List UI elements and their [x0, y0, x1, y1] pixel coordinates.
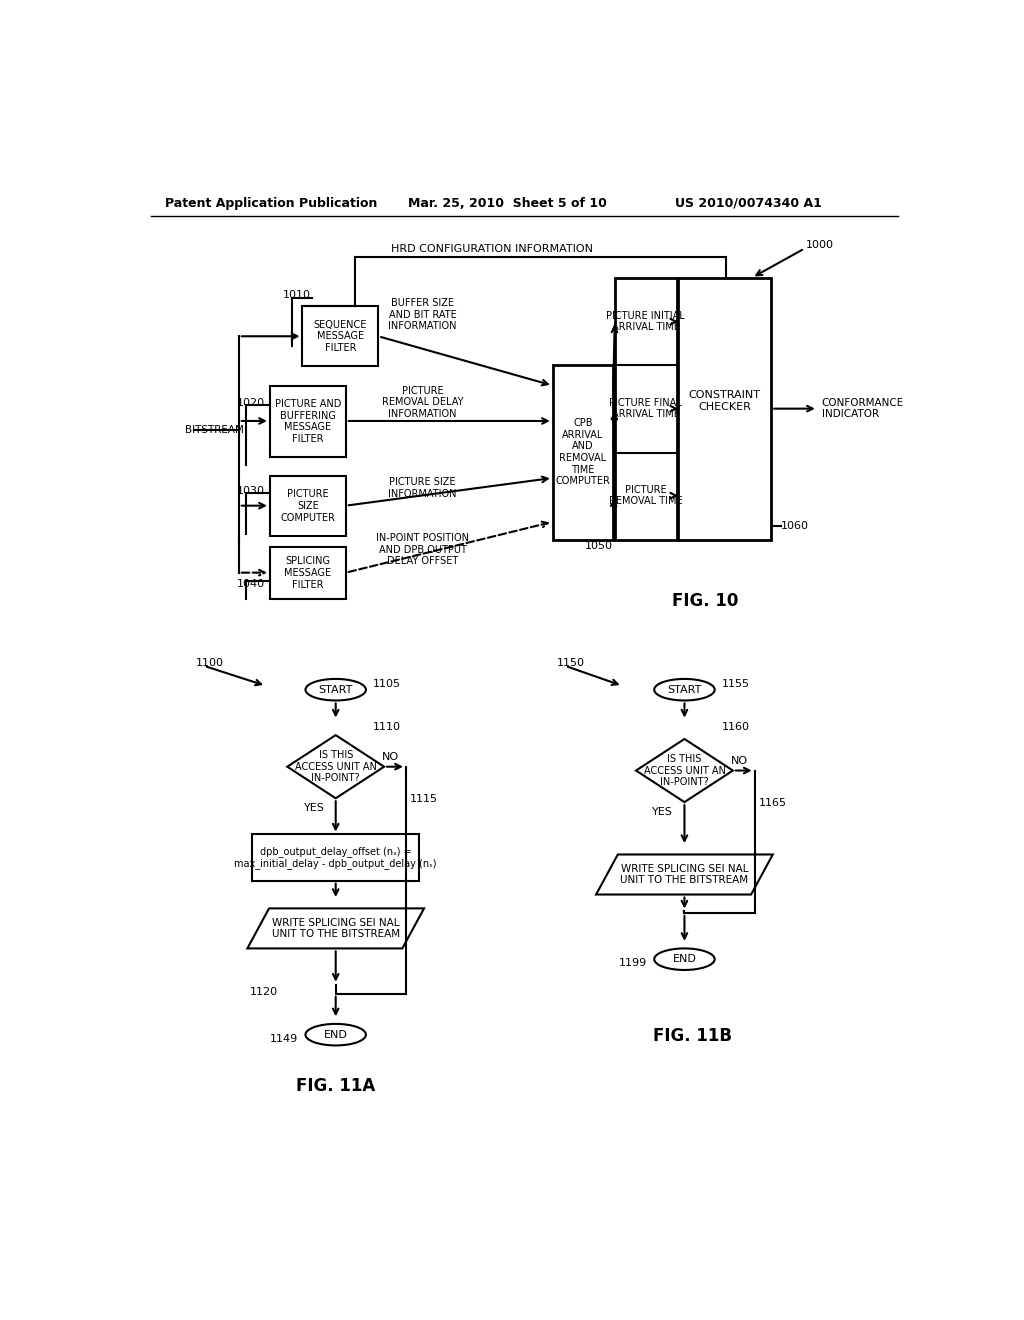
- Text: HRD CONFIGURATION INFORMATION: HRD CONFIGURATION INFORMATION: [391, 244, 593, 255]
- Text: CONFORMANCE
INDICATOR: CONFORMANCE INDICATOR: [821, 397, 904, 420]
- Bar: [553, 364, 613, 540]
- Text: IS THIS
ACCESS UNIT AN
IN-POINT?: IS THIS ACCESS UNIT AN IN-POINT?: [643, 754, 725, 787]
- Text: END: END: [673, 954, 696, 964]
- Bar: [678, 277, 771, 540]
- Text: 1160: 1160: [722, 722, 750, 731]
- Text: BUFFER SIZE
AND BIT RATE
INFORMATION: BUFFER SIZE AND BIT RATE INFORMATION: [388, 298, 457, 331]
- Bar: [614, 277, 677, 540]
- Text: 1100: 1100: [197, 657, 224, 668]
- Text: FIG. 11A: FIG. 11A: [296, 1077, 376, 1096]
- Text: 1150: 1150: [557, 657, 585, 668]
- Text: 1040: 1040: [237, 579, 264, 589]
- Text: 1155: 1155: [722, 678, 750, 689]
- Text: 1020: 1020: [237, 399, 264, 408]
- Text: 1120: 1120: [250, 986, 278, 997]
- Text: PICTURE
REMOVAL DELAY
INFORMATION: PICTURE REMOVAL DELAY INFORMATION: [382, 385, 463, 418]
- Text: US 2010/0074340 A1: US 2010/0074340 A1: [675, 197, 821, 210]
- Ellipse shape: [654, 678, 715, 701]
- Text: 1110: 1110: [373, 722, 401, 731]
- Text: Patent Application Publication: Patent Application Publication: [165, 197, 378, 210]
- Text: YES: YES: [303, 804, 325, 813]
- Text: YES: YES: [652, 807, 673, 817]
- Text: FIG. 11B: FIG. 11B: [652, 1027, 732, 1045]
- Polygon shape: [288, 735, 384, 799]
- Text: PICTURE AND
BUFFERING
MESSAGE
FILTER: PICTURE AND BUFFERING MESSAGE FILTER: [274, 399, 341, 444]
- Text: FIG. 10: FIG. 10: [672, 593, 738, 610]
- Text: 1050: 1050: [586, 541, 613, 550]
- Text: dpb_output_delay_offset (nₛ) =
max_initial_delay - dpb_output_delay (nₛ): dpb_output_delay_offset (nₛ) = max_initi…: [234, 846, 437, 870]
- Text: 1030: 1030: [237, 486, 264, 496]
- Text: 1000: 1000: [806, 240, 835, 251]
- Text: IN-POINT POSITION
AND DPB OUTPUT
DELAY OFFSET: IN-POINT POSITION AND DPB OUTPUT DELAY O…: [376, 533, 469, 566]
- Text: IS THIS
ACCESS UNIT AN
IN-POINT?: IS THIS ACCESS UNIT AN IN-POINT?: [295, 750, 377, 783]
- Bar: [302, 306, 378, 366]
- Ellipse shape: [305, 1024, 366, 1045]
- Text: CPB
ARRIVAL
AND
REMOVAL
TIME
COMPUTER: CPB ARRIVAL AND REMOVAL TIME COMPUTER: [555, 418, 610, 486]
- Text: NO: NO: [382, 752, 399, 763]
- Text: BITSTREAM: BITSTREAM: [185, 425, 245, 436]
- Text: CONSTRAINT
CHECKER: CONSTRAINT CHECKER: [689, 391, 761, 412]
- Text: 1060: 1060: [781, 521, 809, 532]
- Text: WRITE SPLICING SEI NAL
UNIT TO THE BITSTREAM: WRITE SPLICING SEI NAL UNIT TO THE BITST…: [271, 917, 399, 940]
- Text: SPLICING
MESSAGE
FILTER: SPLICING MESSAGE FILTER: [285, 557, 332, 590]
- Bar: [270, 548, 346, 599]
- Polygon shape: [248, 908, 424, 948]
- Text: 1010: 1010: [283, 289, 311, 300]
- Bar: [270, 385, 346, 457]
- Polygon shape: [596, 854, 773, 895]
- Text: PICTURE
REMOVAL TIME: PICTURE REMOVAL TIME: [609, 484, 683, 507]
- Ellipse shape: [654, 949, 715, 970]
- Ellipse shape: [305, 678, 366, 701]
- Text: 1115: 1115: [410, 795, 437, 804]
- Polygon shape: [636, 739, 733, 803]
- Text: END: END: [324, 1030, 347, 1040]
- Text: 1165: 1165: [759, 797, 786, 808]
- Text: START: START: [668, 685, 701, 694]
- Bar: [252, 834, 420, 880]
- Text: WRITE SPLICING SEI NAL
UNIT TO THE BITSTREAM: WRITE SPLICING SEI NAL UNIT TO THE BITST…: [621, 863, 749, 886]
- Text: 1199: 1199: [618, 958, 647, 968]
- Bar: [270, 477, 346, 536]
- Text: PICTURE
SIZE
COMPUTER: PICTURE SIZE COMPUTER: [281, 490, 335, 523]
- Text: 1149: 1149: [270, 1034, 299, 1044]
- Text: 1105: 1105: [373, 678, 401, 689]
- Text: PICTURE SIZE
INFORMATION: PICTURE SIZE INFORMATION: [388, 477, 457, 499]
- Text: Mar. 25, 2010  Sheet 5 of 10: Mar. 25, 2010 Sheet 5 of 10: [409, 197, 607, 210]
- Text: SEQUENCE
MESSAGE
FILTER: SEQUENCE MESSAGE FILTER: [313, 319, 367, 352]
- Text: START: START: [318, 685, 353, 694]
- Text: PICTURE FINAL
ARRIVAL TIME: PICTURE FINAL ARRIVAL TIME: [609, 397, 682, 420]
- Text: NO: NO: [730, 756, 748, 767]
- Text: PICTURE INITIAL
ARRIVAL TIME: PICTURE INITIAL ARRIVAL TIME: [606, 310, 685, 333]
